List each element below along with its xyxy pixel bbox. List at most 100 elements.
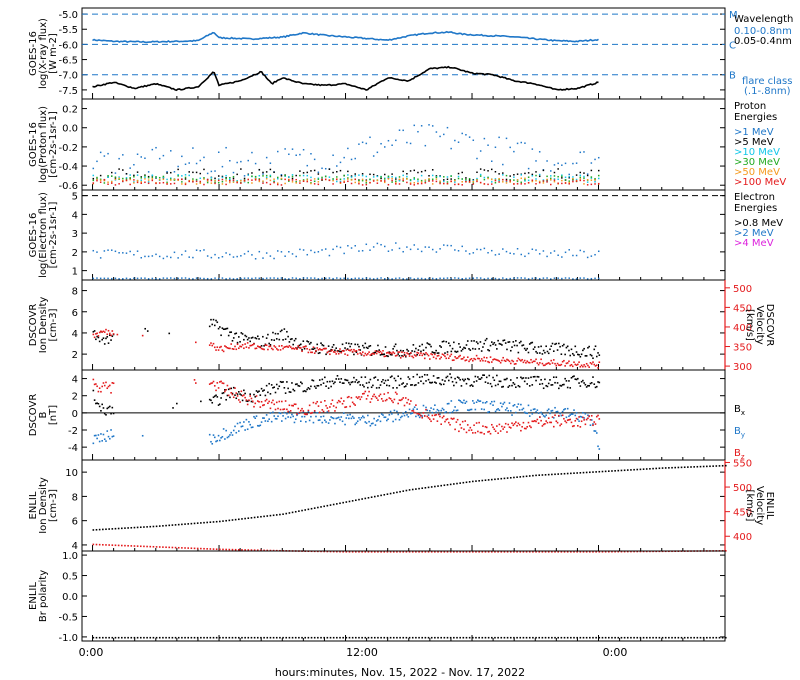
data-point [215, 440, 217, 443]
data-point [527, 167, 530, 170]
data-point [531, 341, 534, 344]
data-point [592, 361, 594, 363]
data-point [96, 176, 98, 179]
data-point [496, 425, 498, 427]
data-point [342, 400, 345, 402]
data-point [394, 355, 397, 357]
data-point [454, 377, 456, 380]
data-point [540, 345, 542, 348]
data-point [102, 407, 105, 409]
data-point [236, 341, 239, 344]
data-point [383, 173, 386, 176]
data-point [429, 343, 431, 346]
data-point [102, 330, 105, 333]
data-point [483, 342, 486, 345]
data-point [346, 414, 349, 416]
data-point [92, 177, 95, 180]
data-point [481, 636, 484, 639]
data-point [136, 181, 139, 184]
data-point [331, 346, 334, 348]
data-point [497, 339, 499, 342]
data-point [269, 514, 272, 517]
data-point [363, 385, 365, 388]
data-point [476, 248, 478, 251]
data-point [406, 383, 408, 385]
data-point [210, 318, 212, 321]
data-point [125, 179, 128, 182]
data-point [399, 416, 402, 419]
data-point [547, 636, 550, 639]
data-point [260, 421, 263, 423]
data-point [92, 330, 95, 333]
data-point [413, 178, 416, 181]
legend-entry: >30 MeV [734, 157, 780, 168]
y-tick-label: -1.0 [58, 633, 78, 644]
data-point [317, 173, 320, 175]
data-point [590, 177, 593, 179]
data-point [364, 421, 367, 423]
data-point [461, 132, 463, 135]
data-point [507, 359, 510, 362]
data-point [521, 358, 523, 361]
data-point [509, 410, 512, 412]
data-point [417, 171, 419, 174]
data-point [485, 426, 488, 429]
data-point [184, 636, 186, 639]
data-point [174, 546, 177, 549]
data-point [383, 636, 386, 639]
data-point [426, 374, 429, 376]
y-tick-label: 0.0 [62, 592, 78, 603]
data-point [461, 181, 463, 183]
data-point [531, 174, 534, 177]
data-point [398, 355, 401, 357]
data-point [642, 468, 645, 470]
data-point [146, 636, 148, 639]
data-point [550, 183, 552, 186]
data-point [125, 277, 128, 280]
data-point [377, 344, 379, 347]
data-point [326, 407, 329, 409]
data-point [284, 174, 286, 177]
data-point [358, 498, 360, 501]
data-point [93, 336, 96, 339]
data-point [668, 636, 670, 639]
data-point [162, 546, 164, 548]
data-point [485, 337, 488, 340]
data-point [570, 377, 573, 379]
data-point [351, 415, 354, 418]
data-point [542, 277, 545, 279]
data-point [503, 636, 506, 639]
data-point [582, 636, 585, 639]
data-point [408, 636, 411, 639]
data-point [549, 363, 551, 365]
data-point [470, 408, 473, 411]
data-point [103, 384, 106, 387]
data-point [389, 636, 392, 639]
data-point [98, 331, 101, 334]
data-point [147, 255, 150, 258]
data-point [363, 346, 365, 349]
data-point [408, 408, 411, 411]
data-point [554, 343, 556, 346]
data-point [399, 357, 402, 359]
data-point [100, 409, 102, 412]
data-point [535, 358, 537, 361]
data-point [273, 345, 276, 347]
data-point [546, 175, 548, 178]
data-point [482, 346, 484, 348]
legend-entry: By [734, 426, 745, 439]
panel-frame [81, 7, 726, 100]
data-point [288, 251, 290, 253]
data-point [541, 353, 544, 355]
data-point [294, 510, 297, 513]
data-point [144, 176, 146, 179]
data-point [315, 415, 317, 418]
data-point [265, 181, 268, 184]
data-point [288, 278, 290, 280]
data-point [594, 345, 597, 348]
data-point [360, 376, 363, 379]
data-point [281, 381, 283, 384]
data-point [540, 411, 542, 414]
data-point [225, 429, 227, 432]
panel-frame [81, 189, 726, 281]
